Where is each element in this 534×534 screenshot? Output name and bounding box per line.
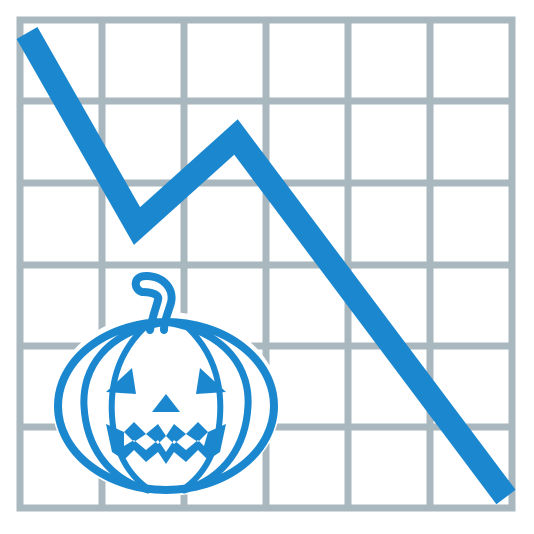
illustration-svg bbox=[0, 0, 534, 534]
halloween-stock-decline-icon bbox=[0, 0, 534, 534]
